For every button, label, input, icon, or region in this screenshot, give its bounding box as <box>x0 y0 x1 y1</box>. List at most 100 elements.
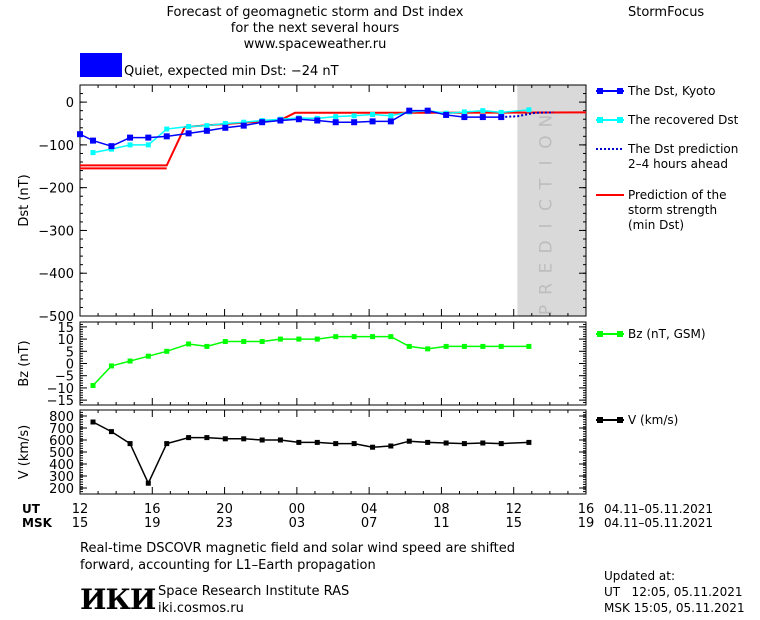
y-tick-label: −200 <box>38 182 74 197</box>
legend-v: V (km/s) <box>628 413 679 427</box>
y-tick-label: 200 <box>49 482 74 497</box>
y-tick-label: 300 <box>49 470 74 485</box>
bz-point <box>241 339 247 345</box>
prediction-label-letter: I <box>537 160 557 165</box>
legend-storm-strength-line-3: (min Dst) <box>628 218 685 232</box>
kyoto-dst-point <box>369 118 376 125</box>
y-axis-label: Bz (nT) <box>17 340 32 386</box>
prediction-label-letter: R <box>537 283 557 295</box>
kyoto-dst-point <box>240 122 247 129</box>
kyoto-dst-point <box>479 114 486 121</box>
y-tick-label: 0 <box>66 96 74 111</box>
bz-point <box>443 343 449 349</box>
footer-note-line-2: forward, accounting for L1–Earth propaga… <box>80 558 376 573</box>
recovered-dst-point <box>498 109 504 115</box>
v-point <box>498 441 504 447</box>
y-tick-label: 15 <box>57 321 74 336</box>
ut-tick-label: 04 <box>361 502 378 517</box>
bz-point <box>406 343 412 349</box>
kyoto-dst-point <box>314 117 321 124</box>
v-line <box>92 421 529 485</box>
y-tick-label: −15 <box>47 394 74 409</box>
recovered-dst-point <box>388 113 394 119</box>
y-tick-label: 700 <box>49 422 74 437</box>
prediction-label-letter: T <box>537 178 557 190</box>
recovered-dst-point <box>164 126 170 132</box>
prediction-label-letter: N <box>537 115 557 128</box>
updated-msk: MSK 15:05, 05.11.2021 <box>604 601 745 615</box>
legend-symbol-recovered-marker <box>597 117 603 123</box>
ut-tick-label: 16 <box>144 502 161 517</box>
storm-strength-line <box>80 111 587 167</box>
bz-point <box>296 336 302 342</box>
institute-name: Space Research Institute RAS <box>158 584 350 599</box>
kyoto-dst-point <box>90 137 97 144</box>
legend-dst-recovered: The recovered Dst <box>628 113 739 127</box>
site-url: www.spaceweather.ru <box>243 37 387 52</box>
institute-site[interactable]: iki.cosmos.ru <box>158 601 244 616</box>
kyoto-dst-point <box>185 130 192 137</box>
v-point <box>388 443 394 449</box>
y-tick-label: −300 <box>38 224 74 239</box>
status-text: Quiet, expected min Dst: −24 nT <box>124 64 339 79</box>
kyoto-dst-point <box>145 134 152 141</box>
v-point <box>370 444 376 450</box>
kyoto-dst-point <box>259 119 266 126</box>
legend-bz: Bz (nT, GSM) <box>628 327 706 341</box>
recovered-dst-point <box>127 142 133 148</box>
msk-tick-label: 19 <box>144 516 161 531</box>
legend-dst-kyoto: The Dst, Kyoto <box>628 84 716 98</box>
kyoto-dst-point <box>443 111 450 118</box>
recovered-dst-point <box>90 150 96 156</box>
legend-dst-prediction-line-1: The Dst prediction <box>628 142 739 156</box>
bz-point <box>145 353 151 359</box>
msk-tick-label: 23 <box>216 516 233 531</box>
msk-date-range: 04.11–05.11.2021 <box>604 516 714 530</box>
bz-point <box>333 334 339 340</box>
dst-prediction-line <box>501 111 554 119</box>
v-point <box>90 419 96 425</box>
recovered-dst-point <box>145 142 151 148</box>
v-point <box>526 439 532 445</box>
bz-point <box>259 339 265 345</box>
brand-name: StormFocus <box>628 5 705 20</box>
bz-point <box>526 343 532 349</box>
legend-storm-strength-line-1: Prediction of the <box>628 188 727 202</box>
kyoto-dst-point <box>163 133 170 140</box>
kyoto-dst-point <box>277 117 284 124</box>
msk-tick-label: 11 <box>433 516 450 531</box>
updated-label: Updated at: <box>604 569 675 583</box>
recovered-dst-point <box>186 123 192 129</box>
recovered-dst-point <box>351 113 357 119</box>
recovered-dst-point <box>222 121 228 126</box>
recovered-dst-point <box>333 114 339 120</box>
bz-point <box>498 343 504 349</box>
legend-storm-strength-line-2: storm strength <box>628 203 718 217</box>
ut-date-range: 04.11–05.11.2021 <box>604 502 714 516</box>
y-tick-label: 0 <box>66 358 74 373</box>
bz-point <box>388 334 394 340</box>
prediction-label-letter: P <box>537 305 557 315</box>
kyoto-dst-line <box>79 109 502 147</box>
legend-symbol-kyoto-marker <box>597 88 603 94</box>
v-point <box>296 439 302 445</box>
kyoto-dst-point <box>406 107 413 114</box>
y-tick-label: −400 <box>38 267 74 282</box>
y-axis-label: V (km/s) <box>17 425 32 480</box>
msk-tick-label: 15 <box>505 516 522 531</box>
kyoto-dst-point <box>387 118 394 125</box>
recovered-dst-point <box>526 107 532 113</box>
v-point <box>406 438 412 444</box>
ut-tick-label: 12 <box>72 502 89 517</box>
y-tick-label: 500 <box>49 446 74 461</box>
v-point <box>259 437 265 443</box>
ut-tick-label: 08 <box>433 502 450 517</box>
legend-symbol-v-marker <box>617 417 623 423</box>
bz-point <box>186 341 192 347</box>
v-point <box>145 480 151 486</box>
v-point <box>222 436 228 442</box>
y-tick-label: 800 <box>49 410 74 425</box>
legend-dst-prediction-line-2: 2–4 hours ahead <box>628 157 728 171</box>
y-tick-label: 10 <box>57 333 74 348</box>
bz-point <box>277 336 283 342</box>
